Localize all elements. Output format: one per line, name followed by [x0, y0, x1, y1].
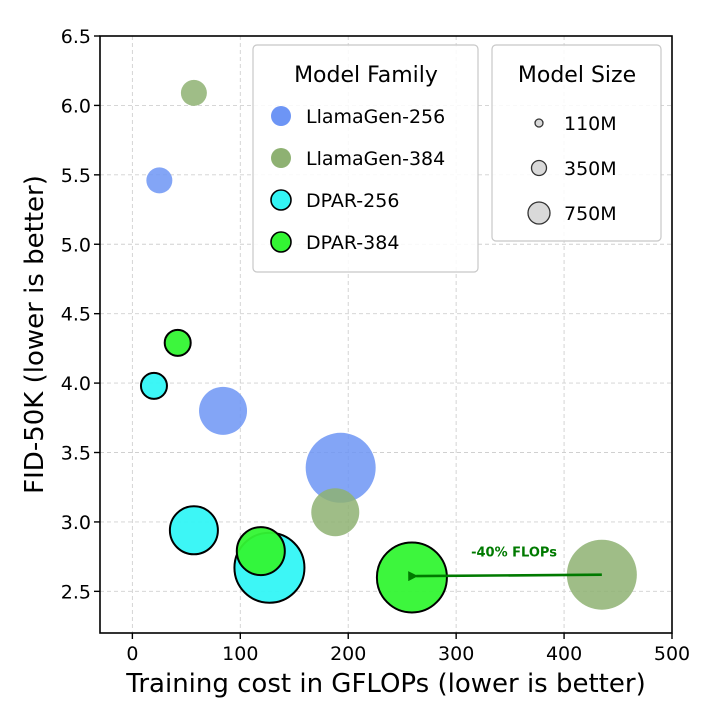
point-llamagen-256-750m	[305, 432, 376, 503]
plot-frame	[99, 35, 673, 634]
legend-size-marker-750m	[527, 201, 551, 225]
axis-ticks: 0 100 200 300 400 500 2.5 3.0 3.5 4.0 4.5 5.0 5.5 6.0…	[61, 26, 690, 665]
x-axis-label: Training cost in GFLOPs (lower is better…	[125, 669, 645, 699]
legend-marker-dpar-256	[270, 189, 292, 211]
legend-label-dpar-256: DPAR-256	[306, 190, 399, 212]
y-tick-label: 2.5	[61, 581, 91, 603]
legend-size-label-750m: 750M	[564, 203, 617, 225]
legend-model-size-title: Model Size	[518, 63, 636, 88]
x-tick-label: 300	[438, 643, 474, 665]
legend-model-size-box	[491, 44, 662, 242]
y-tick-label: 4.5	[61, 304, 91, 326]
legend-label-llamagen-384: LlamaGen-384	[306, 148, 445, 170]
x-tick-label: 100	[222, 643, 258, 665]
y-tick-label: 5.0	[61, 234, 91, 256]
legend-size-marker-350m	[530, 159, 548, 177]
y-tick-label: 3.0	[61, 512, 91, 534]
point-llamagen-256-350m	[199, 386, 248, 435]
legend-model-size: Model Size 110M 350M 750M	[491, 44, 662, 242]
legend-marker-dpar-384	[270, 231, 292, 253]
legend-model-family-title: Model Family	[294, 63, 438, 88]
annotation-text: -40% FLOPs	[471, 546, 557, 561]
point-llamagen-256-110m	[146, 167, 173, 194]
y-axis-label: FID-50K (lower is better)	[20, 175, 50, 494]
x-tick-label: 200	[330, 643, 366, 665]
point-llamagen-384-350m	[311, 488, 360, 537]
annotation: -40% FLOPs	[408, 546, 602, 582]
point-dpar-384-750m	[375, 541, 448, 614]
legend-label-dpar-384: DPAR-384	[306, 232, 399, 254]
legend-marker-llamagen-256	[271, 106, 291, 126]
y-tick-label: 5.5	[61, 165, 91, 187]
y-tick-label: 3.5	[61, 443, 91, 465]
point-dpar-384-110m	[163, 328, 192, 357]
point-dpar-384-350m	[235, 526, 286, 577]
legend-size-marker-110m	[534, 118, 544, 128]
x-tick-label: 500	[654, 643, 690, 665]
legend-label-llamagen-256: LlamaGen-256	[306, 106, 445, 128]
legend-model-family: Model Family LlamaGen-256 LlamaGen-384 DPA…	[252, 44, 479, 273]
y-tick-label: 6.0	[61, 95, 91, 117]
point-llamagen-384-110m	[180, 79, 207, 106]
x-tick-label: 0	[126, 643, 138, 665]
x-tick-label: 400	[546, 643, 582, 665]
y-tick-label: 4.0	[61, 373, 91, 395]
y-tick-label: 6.5	[61, 26, 91, 48]
point-dpar-256-350m	[168, 505, 219, 556]
legend-model-family-box	[252, 44, 479, 273]
annotation-arrow	[408, 571, 602, 582]
legend-marker-llamagen-384	[271, 148, 291, 168]
point-dpar-256-110m	[139, 371, 168, 400]
legend-size-label-110m: 110M	[564, 113, 617, 135]
legend-size-label-350m: 350M	[564, 158, 617, 180]
